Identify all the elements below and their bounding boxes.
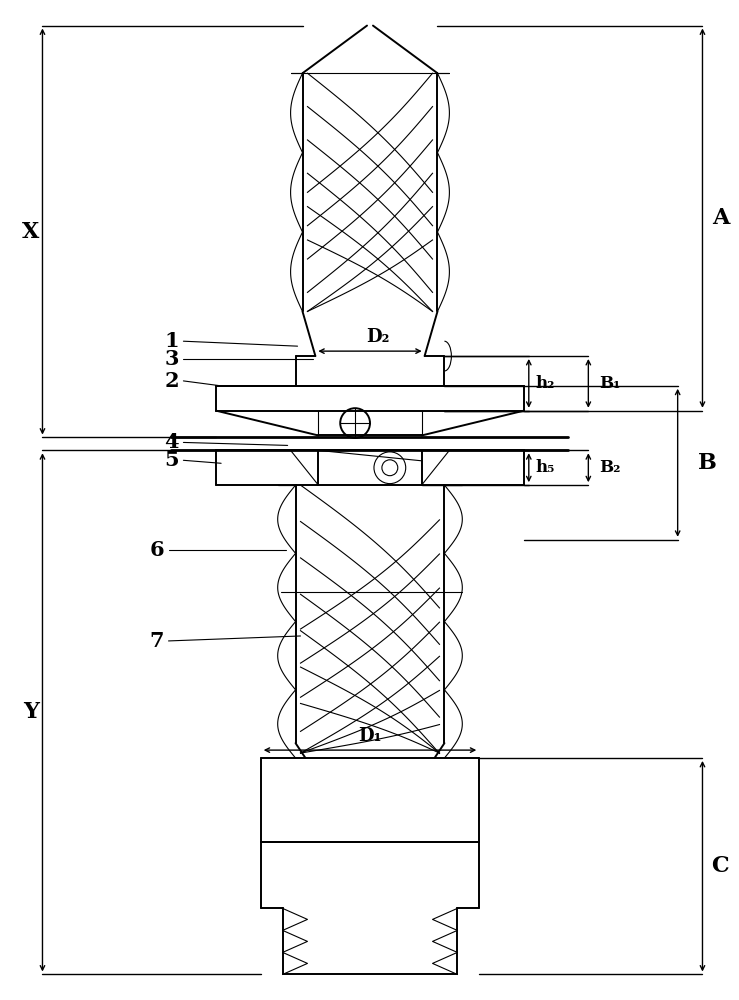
Text: B₂: B₂ <box>599 459 621 476</box>
Text: 3: 3 <box>164 349 179 369</box>
Text: D₂: D₂ <box>367 328 389 346</box>
Text: 4: 4 <box>164 432 179 452</box>
Text: C: C <box>712 855 729 877</box>
Text: B₁: B₁ <box>599 375 621 392</box>
Text: 1: 1 <box>164 331 179 351</box>
Text: B: B <box>698 452 717 474</box>
Text: 7: 7 <box>149 631 164 651</box>
Text: X: X <box>22 221 39 243</box>
Text: 6: 6 <box>149 540 164 560</box>
Text: A: A <box>712 207 729 229</box>
Text: 2: 2 <box>164 371 179 391</box>
Text: h₅: h₅ <box>535 459 554 476</box>
Text: 5: 5 <box>164 450 179 470</box>
Text: D₁: D₁ <box>358 727 382 745</box>
Text: Y: Y <box>23 701 38 723</box>
Text: h₂: h₂ <box>535 375 554 392</box>
